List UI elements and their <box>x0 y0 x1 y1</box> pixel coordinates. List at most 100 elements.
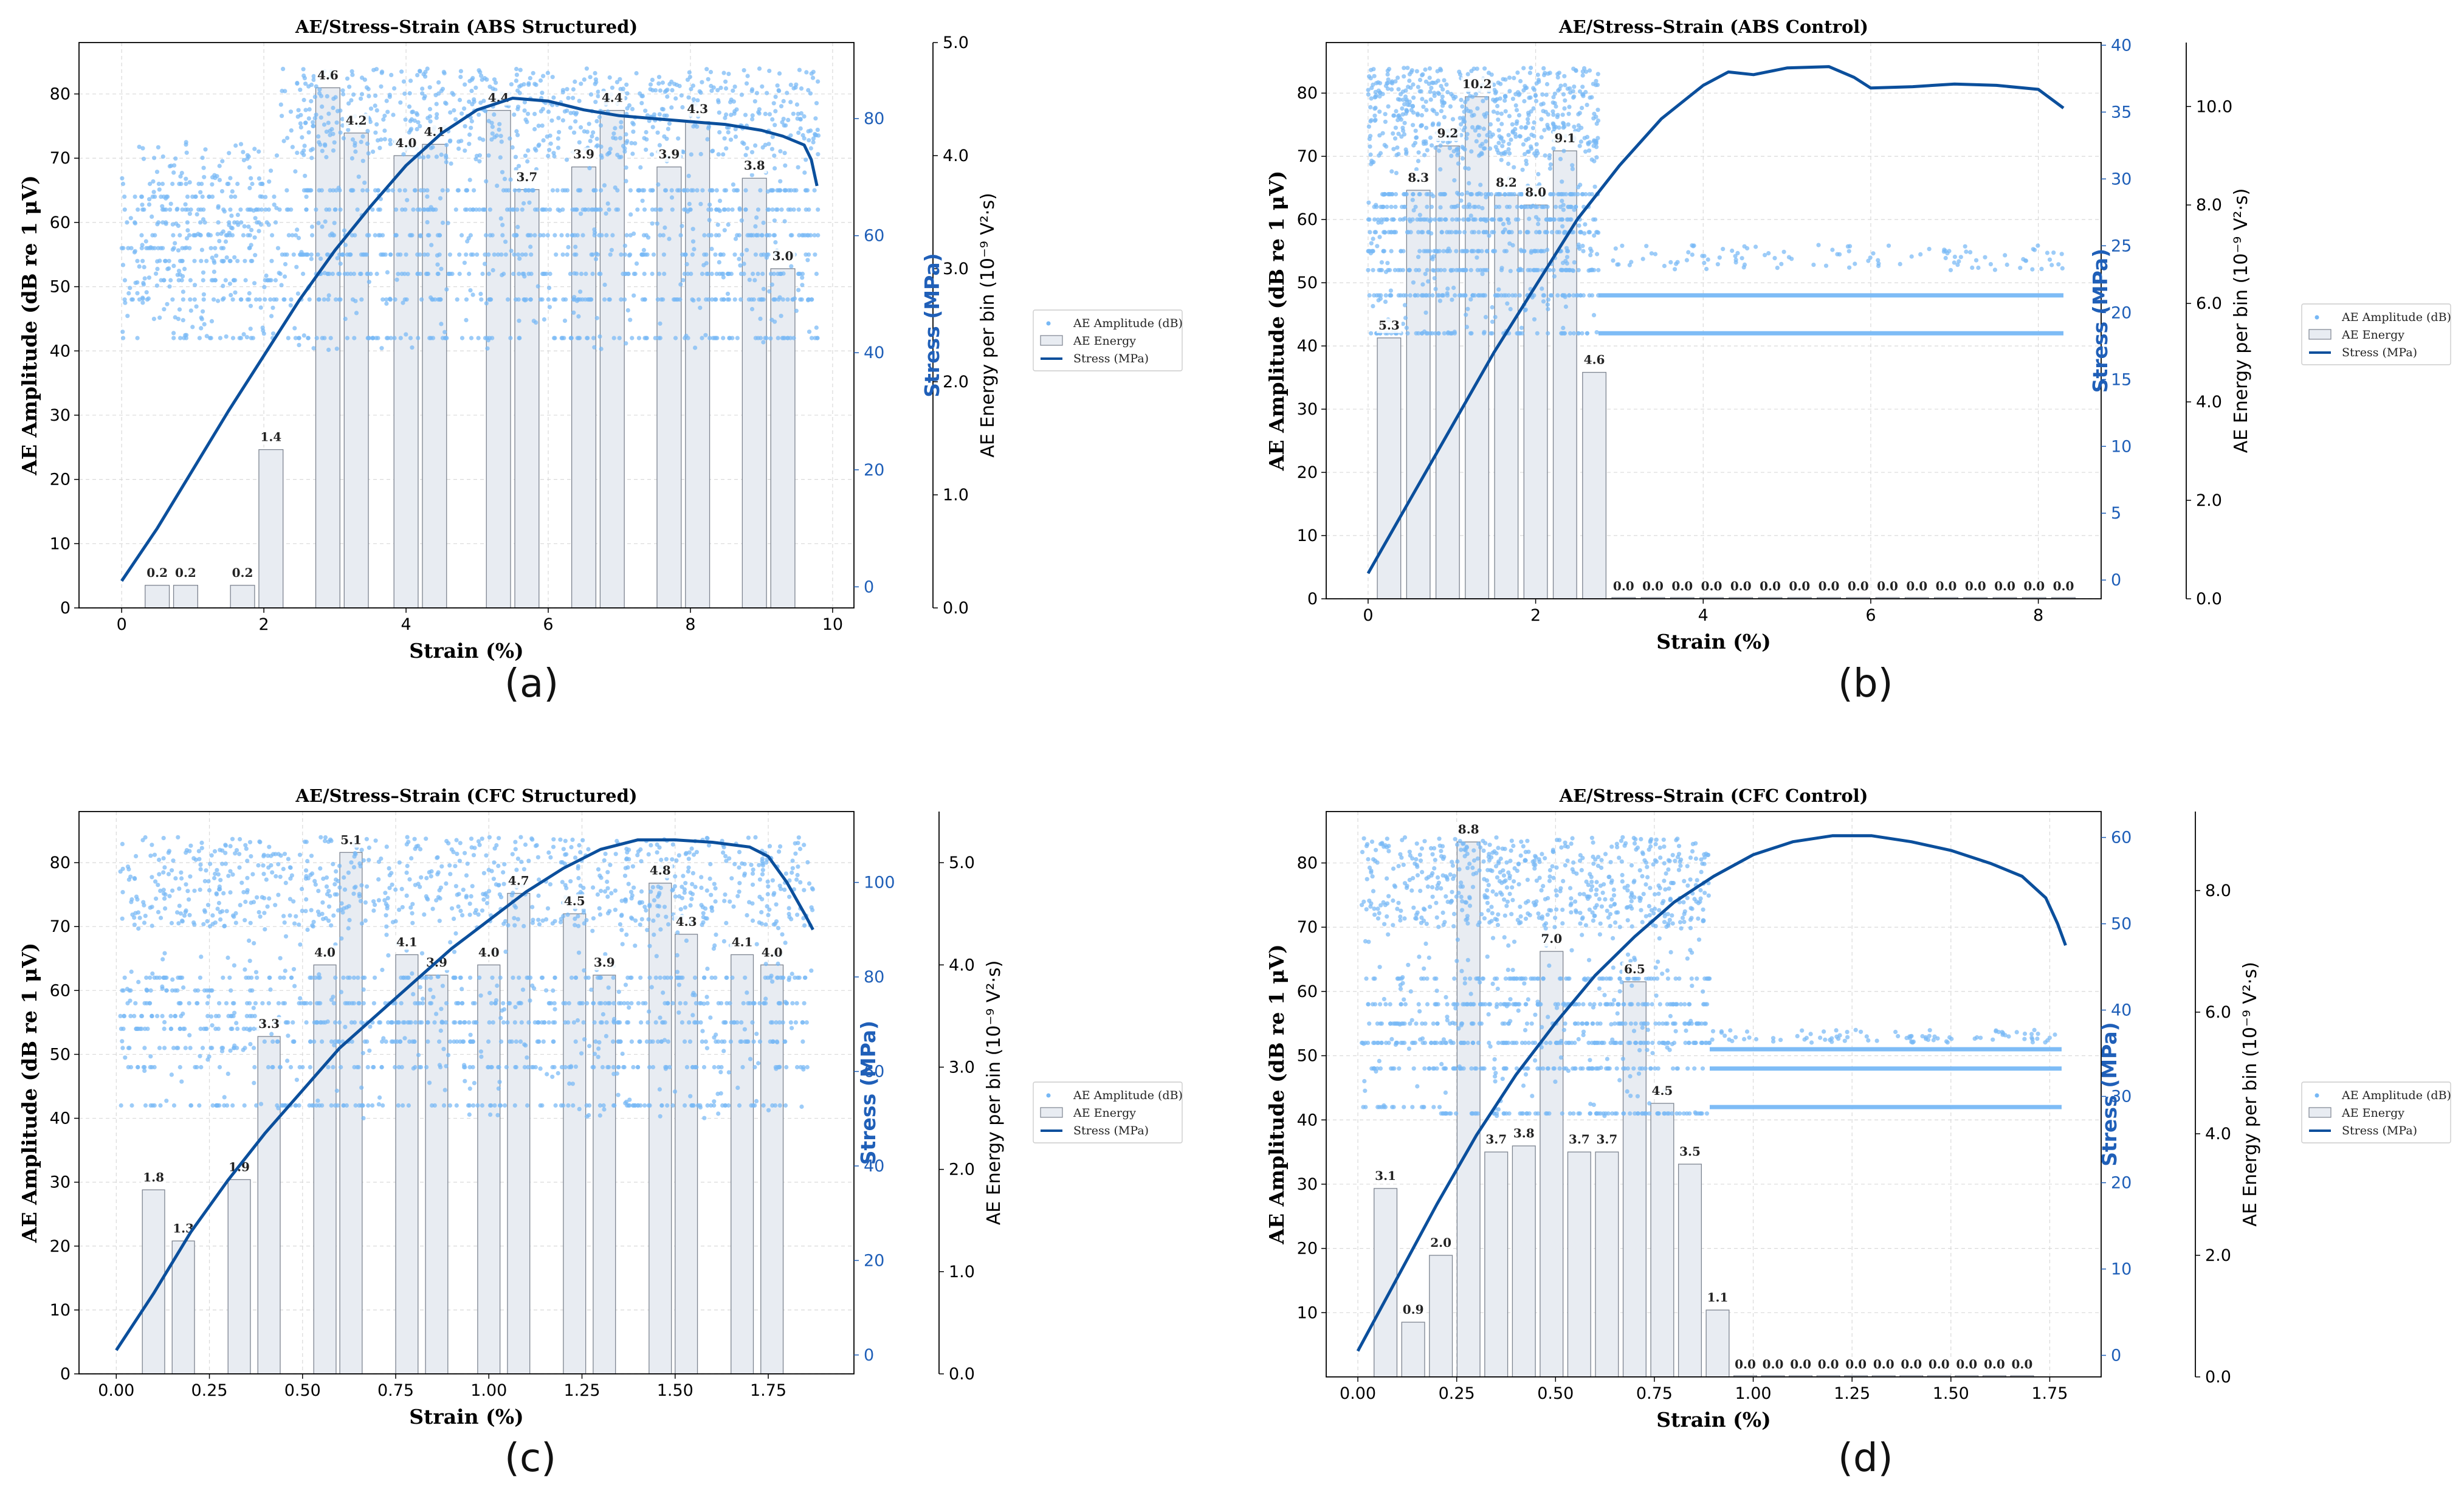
amplitude-point <box>409 117 415 122</box>
amplitude-point <box>296 108 301 112</box>
amplitude-point <box>260 195 264 199</box>
amplitude-point <box>188 843 193 848</box>
amplitude-point <box>332 221 337 226</box>
y-tick-label: 40 <box>1297 337 1318 356</box>
amplitude-point <box>1375 80 1381 85</box>
amplitude-point <box>1586 142 1591 147</box>
amplitude-point <box>284 252 289 257</box>
amplitude-point <box>384 297 389 302</box>
amplitude-point <box>470 292 475 297</box>
x-tick-label: 4 <box>401 615 411 634</box>
amplitude-point <box>177 233 182 238</box>
amplitude-point <box>241 1026 246 1031</box>
amplitude-point <box>782 219 787 224</box>
amplitude-point <box>359 92 365 97</box>
amplitude-point <box>595 252 601 257</box>
amplitude-point <box>359 139 363 145</box>
amplitude-point <box>404 332 408 337</box>
amplitude-point <box>1588 253 1593 258</box>
amplitude-point <box>178 174 183 179</box>
amplitude-point <box>126 291 131 296</box>
amplitude-point <box>1691 243 1696 248</box>
amplitude-point <box>1493 315 1498 320</box>
amplitude-point <box>1502 98 1507 103</box>
amplitude-point <box>459 987 464 991</box>
energy-bar-label-bg <box>1875 579 1901 594</box>
amplitude-point <box>249 207 253 212</box>
amplitude-point <box>1521 249 1526 253</box>
energy-bar-label-bg <box>1670 579 1695 594</box>
y2-tick-label: 30 <box>2111 170 2132 188</box>
amplitude-point <box>132 877 137 881</box>
amplitude-point <box>777 71 782 76</box>
amplitude-point <box>1377 235 1382 240</box>
amplitude-point <box>706 77 711 81</box>
amplitude-point <box>326 120 331 125</box>
amplitude-point <box>611 336 616 340</box>
amplitude-point <box>806 297 811 302</box>
amplitude-point <box>1496 140 1501 145</box>
amplitude-point <box>546 153 551 159</box>
amplitude-point <box>618 77 622 81</box>
amplitude-point <box>717 110 721 115</box>
amplitude-point <box>129 897 134 902</box>
amplitude-point <box>1478 182 1483 187</box>
amplitude-point <box>147 197 152 202</box>
amplitude-point <box>371 1064 376 1070</box>
amplitude-point <box>157 872 162 877</box>
amplitude-point <box>707 218 712 222</box>
amplitude-scatter <box>118 835 815 1120</box>
amplitude-point <box>1510 243 1515 248</box>
amplitude-point <box>786 188 791 193</box>
amplitude-point <box>484 901 490 906</box>
amplitude-point <box>300 150 305 156</box>
amplitude-point <box>667 236 672 241</box>
amplitude-point <box>444 287 449 292</box>
amplitude-point <box>1389 249 1394 253</box>
amplitude-point <box>352 1064 357 1070</box>
amplitude-point <box>329 126 334 132</box>
amplitude-point <box>616 989 621 995</box>
legend-amplitude-label: AE Amplitude (dB) <box>1073 317 1183 330</box>
amplitude-point <box>448 110 453 115</box>
amplitude-point <box>634 71 639 76</box>
amplitude-point <box>526 111 531 116</box>
amplitude-point <box>1557 217 1561 222</box>
amplitude-point <box>610 85 615 90</box>
amplitude-point <box>704 252 709 257</box>
amplitude-point <box>404 252 408 257</box>
amplitude-point <box>802 975 808 980</box>
amplitude-point <box>767 112 772 117</box>
amplitude-point <box>126 867 131 872</box>
amplitude-point <box>1428 249 1433 253</box>
amplitude-point <box>385 895 390 900</box>
amplitude-point <box>1545 247 1550 252</box>
amplitude-point <box>360 134 365 139</box>
amplitude-point <box>649 843 653 847</box>
amplitude-point <box>766 252 771 257</box>
amplitude-point <box>455 852 459 857</box>
amplitude-point <box>463 124 467 129</box>
amplitude-point <box>230 336 236 340</box>
amplitude-point <box>1575 191 1580 197</box>
amplitude-point <box>595 143 600 148</box>
amplitude-point <box>361 1001 366 1005</box>
amplitude-point <box>148 988 153 993</box>
amplitude-point <box>527 200 532 205</box>
amplitude-point <box>228 890 233 895</box>
amplitude-point <box>1457 116 1462 120</box>
amplitude-point <box>1391 131 1395 136</box>
amplitude-point <box>141 1064 146 1070</box>
amplitude-point <box>1464 136 1469 141</box>
amplitude-point <box>1582 231 1587 236</box>
amplitude-point <box>1373 117 1378 122</box>
amplitude-point <box>517 319 521 323</box>
amplitude-point <box>1400 217 1406 222</box>
amplitude-point <box>228 869 233 874</box>
amplitude-point <box>208 1046 213 1050</box>
amplitude-point <box>813 116 818 121</box>
energy-bar-label-bg <box>1816 579 1842 594</box>
amplitude-point <box>1561 207 1566 212</box>
amplitude-point <box>807 138 811 143</box>
amplitude-point <box>401 1020 406 1025</box>
